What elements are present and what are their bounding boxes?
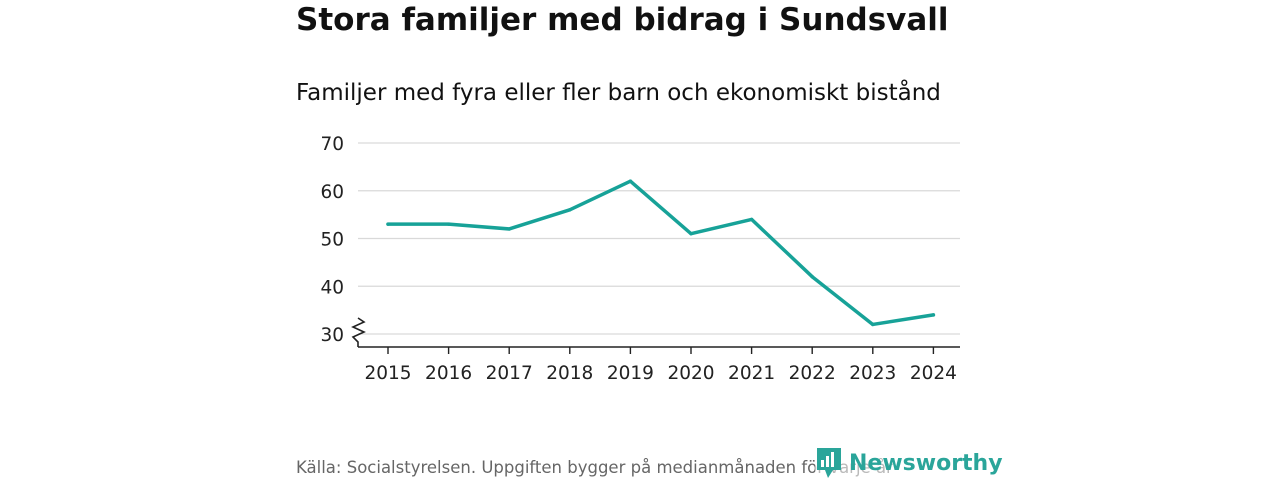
gridlines (358, 142, 960, 335)
data-point-2018[interactable] (568, 208, 572, 212)
x-tick-label-2015: 2015 (364, 363, 411, 384)
chart-subtitle: Familjer med fyra eller fler barn och ek… (296, 80, 941, 106)
x-tick-label-2017: 2017 (486, 363, 533, 384)
x-axis-tick-labels: 2015 2016 2017 2018 2019 2020 2021 2022 2023 2024 (364, 347, 957, 384)
data-point-2024[interactable] (931, 313, 936, 317)
brand-name: Newsworthy (849, 450, 1003, 476)
x-tick-label-2020: 2020 (667, 363, 714, 384)
data-point-2020[interactable] (689, 232, 693, 236)
axis-break-symbol (351, 317, 366, 347)
x-tick-label-2019: 2019 (607, 363, 654, 384)
series (386, 179, 936, 327)
newsworthy-logo-icon (817, 448, 841, 478)
data-point-2023[interactable] (871, 322, 875, 327)
y-tick-label-60: 60 (320, 182, 344, 203)
x-axis (351, 317, 960, 348)
data-point-2017[interactable] (507, 227, 511, 231)
data-point-2016[interactable] (446, 222, 451, 226)
y-tick-label-70: 70 (320, 134, 344, 155)
x-tick-label-2022: 2022 (789, 363, 836, 384)
series-line-0 (386, 179, 936, 327)
x-tick-label-2021: 2021 (728, 363, 775, 384)
chart-title: Stora familjer med bidrag i Sundsvall (296, 2, 949, 38)
y-tick-label-30: 30 (320, 325, 344, 346)
y-tick-label-50: 50 (320, 230, 344, 251)
data-point-2022[interactable] (810, 275, 814, 279)
data-point-2015[interactable] (386, 222, 390, 226)
x-tick-label-2024: 2024 (910, 363, 957, 384)
newsworthy-logo[interactable]: Newsworthy (815, 446, 1003, 480)
y-tick-label-40: 40 (320, 277, 344, 298)
y-axis-tick-labels: 30 40 50 60 70 (320, 134, 344, 346)
data-point-2021[interactable] (749, 217, 754, 222)
data-point-2019[interactable] (628, 179, 633, 183)
x-tick-label-2016: 2016 (425, 363, 472, 384)
x-tick-label-2018: 2018 (546, 363, 593, 384)
x-tick-label-2023: 2023 (849, 363, 896, 384)
source-note: Källa: Socialstyrelsen. Uppgiften bygger… (296, 458, 893, 477)
